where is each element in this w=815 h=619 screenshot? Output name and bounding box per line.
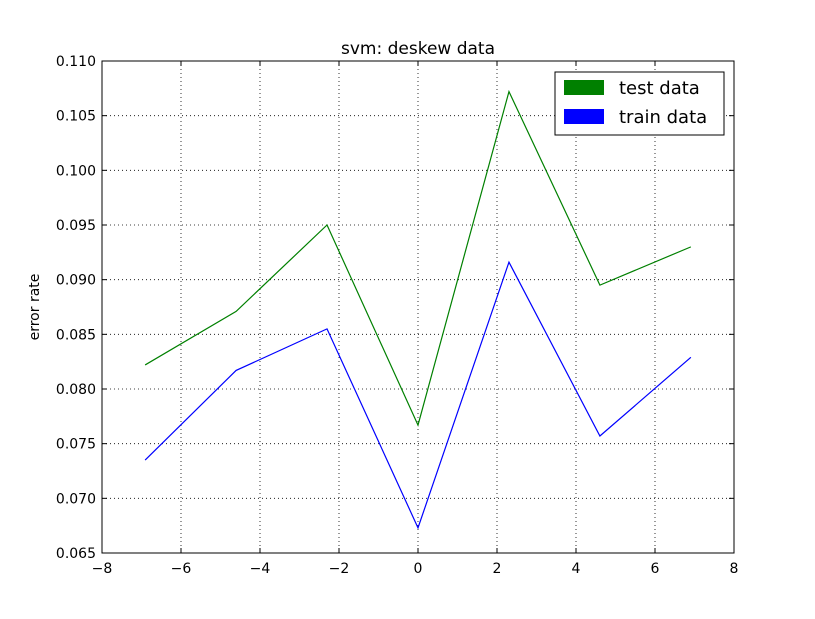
legend-swatch (564, 80, 604, 95)
x-tick-label: 4 (572, 561, 581, 577)
x-tick-label: −4 (250, 561, 271, 577)
y-tick-label: 0.110 (56, 54, 96, 70)
data-point-train-data (507, 261, 510, 264)
y-tick-label: 0.090 (56, 273, 96, 289)
axis-ticks: −8 −6 −4 −2 0 2 4 6 8 0.065 0.070 0.075 0.080 0.085 0.… (56, 54, 739, 577)
data-point-test-data (326, 224, 329, 227)
y-tick-label: 0.105 (56, 109, 96, 125)
series-lines (144, 89, 692, 530)
data-point-test-data (507, 90, 510, 93)
y-tick-label: 0.080 (56, 382, 96, 398)
legend-label: test data (619, 78, 700, 99)
y-axis-label: error rate (27, 274, 43, 341)
series-line-test-data (144, 89, 692, 427)
data-point-train-data (144, 459, 147, 462)
x-tick-label: −6 (171, 561, 192, 577)
legend-swatch (564, 109, 604, 124)
y-tick-label: 0.095 (56, 218, 96, 234)
x-tick-label: 8 (730, 561, 739, 577)
legend-label: train data (619, 107, 707, 128)
x-tick-label: 2 (493, 561, 502, 577)
data-point-train-data (598, 435, 601, 438)
data-point-test-data (689, 245, 692, 248)
data-point-test-data (598, 284, 601, 287)
data-point-test-data (235, 310, 238, 313)
y-tick-label: 0.075 (56, 437, 96, 453)
data-point-test-data (144, 363, 147, 366)
series-line-train-data (144, 260, 692, 530)
y-tick-label: 0.100 (56, 163, 96, 179)
data-point-train-data (417, 526, 420, 529)
y-tick-label: 0.070 (56, 491, 96, 507)
legend: test data train data (554, 71, 725, 136)
x-tick-label: 6 (651, 561, 660, 577)
data-point-train-data (326, 327, 329, 330)
y-tick-label: 0.065 (56, 546, 96, 562)
chart-title: svm: deskew data (341, 39, 495, 59)
x-tick-label: −8 (92, 561, 113, 577)
data-point-train-data (689, 356, 692, 359)
x-tick-label: 0 (414, 561, 423, 577)
x-tick-label: −2 (329, 561, 350, 577)
y-tick-label: 0.085 (56, 327, 96, 343)
data-point-train-data (235, 369, 238, 372)
data-point-test-data (417, 424, 420, 427)
